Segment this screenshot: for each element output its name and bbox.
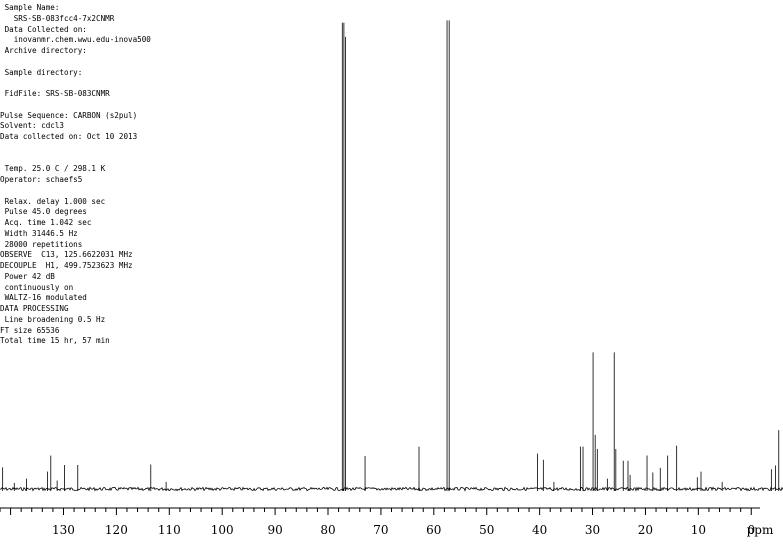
tick-label: 80	[320, 523, 335, 537]
tick-label: 70	[373, 523, 388, 537]
parameter-line: DATA PROCESSING	[0, 304, 69, 313]
parameter-line: continuously on	[0, 282, 74, 292]
tick-label: 50	[479, 523, 494, 537]
parameter-line: 28000 repetitions	[0, 239, 83, 249]
parameter-line: Pulse 45.0 degrees	[0, 207, 87, 217]
parameter-line: Operator: schaefs5	[0, 175, 83, 184]
parameter-line: Acq. time 1.042 sec	[0, 218, 92, 227]
tick-label: 40	[532, 523, 547, 537]
parameter-line: Power 42 dB	[0, 271, 55, 281]
parameter-line: Sample directory:	[0, 67, 83, 77]
parameter-line: WALTZ-16 modulated	[0, 293, 87, 303]
spectrum-baseline	[0, 486, 783, 492]
tick-label: 100	[211, 523, 234, 537]
parameter-line: Data collected on: Oct 10 2013	[0, 132, 138, 141]
parameter-line: Solvent: cdcl3	[0, 121, 65, 131]
tick-label: 20	[638, 523, 653, 537]
parameter-line: Sample Name:	[0, 3, 60, 12]
parameter-line: inovanmr.chem.wwu.edu-inova500	[0, 35, 151, 45]
axis-unit-label: ppm	[747, 523, 774, 537]
acquisition-parameters: Sample Name: SRS-SB-083fcc4-7x2CNMR Data…	[0, 3, 151, 347]
parameter-line: Data Collected on:	[0, 24, 87, 34]
parameter-line: SRS-SB-083fcc4-7x2CNMR	[0, 13, 115, 23]
parameter-line: Archive directory:	[0, 46, 87, 55]
parameter-line: Width 31446.5 Hz	[0, 228, 78, 238]
tick-label: 10	[691, 523, 706, 537]
parameter-line: Relax. delay 1.000 sec	[0, 196, 106, 206]
parameter-line: Total time 15 hr, 57 min	[0, 336, 110, 346]
parameter-line: Line broadening 0.5 Hz	[0, 314, 106, 324]
tick-label: 90	[267, 523, 282, 537]
tick-label: 120	[105, 523, 128, 537]
tick-label: 30	[585, 523, 600, 537]
spectrum-trace-layer	[0, 20, 783, 492]
parameter-line: FT size 65536	[0, 325, 60, 335]
tick-label: 60	[426, 523, 441, 537]
parameter-line: OBSERVE C13, 125.6622031 MHz	[0, 250, 133, 260]
tick-label: 0	[747, 523, 755, 537]
tick-label: 130	[52, 523, 75, 537]
parameter-line: DECOUPLE H1, 499.7523623 MHz	[0, 261, 133, 270]
parameter-line: Temp. 25.0 C / 298.1 K	[0, 164, 106, 174]
parameter-line: Pulse Sequence: CARBON (s2pul)	[0, 110, 138, 120]
parameter-line: FidFile: SRS-SB-083CNMR	[0, 89, 110, 98]
tick-label: 110	[158, 523, 181, 537]
